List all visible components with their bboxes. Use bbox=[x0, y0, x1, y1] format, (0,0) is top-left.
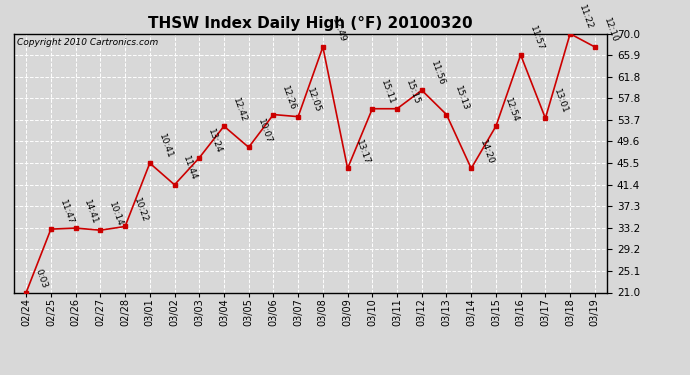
Text: 13:24: 13:24 bbox=[206, 128, 224, 155]
Text: 12:54: 12:54 bbox=[503, 96, 520, 123]
Text: 10:07: 10:07 bbox=[255, 117, 273, 144]
Text: 12:26: 12:26 bbox=[280, 85, 297, 112]
Text: 12:05: 12:05 bbox=[305, 87, 322, 114]
Text: 10:22: 10:22 bbox=[132, 196, 149, 224]
Text: 15:13: 15:13 bbox=[453, 84, 471, 112]
Text: 15:15: 15:15 bbox=[404, 79, 422, 106]
Text: 11:57: 11:57 bbox=[528, 25, 545, 52]
Text: 0:03: 0:03 bbox=[33, 268, 48, 290]
Text: 11:22: 11:22 bbox=[577, 4, 594, 31]
Text: 11:47: 11:47 bbox=[58, 199, 75, 226]
Text: 12:49: 12:49 bbox=[330, 17, 347, 44]
Text: 14:41: 14:41 bbox=[83, 198, 100, 225]
Text: 14:20: 14:20 bbox=[478, 138, 495, 166]
Text: 10:14: 10:14 bbox=[107, 200, 125, 227]
Text: 11:56: 11:56 bbox=[428, 60, 446, 87]
Title: THSW Index Daily High (°F) 20100320: THSW Index Daily High (°F) 20100320 bbox=[148, 16, 473, 31]
Text: 10:41: 10:41 bbox=[157, 133, 174, 160]
Text: 15:11: 15:11 bbox=[380, 79, 397, 106]
Text: 13:01: 13:01 bbox=[552, 88, 570, 116]
Text: 12:42: 12:42 bbox=[231, 96, 248, 123]
Text: 11:44: 11:44 bbox=[181, 155, 199, 182]
Text: 12:10: 12:10 bbox=[602, 17, 619, 44]
Text: Copyright 2010 Cartronics.com: Copyright 2010 Cartronics.com bbox=[17, 38, 158, 46]
Text: 13:17: 13:17 bbox=[355, 138, 372, 166]
